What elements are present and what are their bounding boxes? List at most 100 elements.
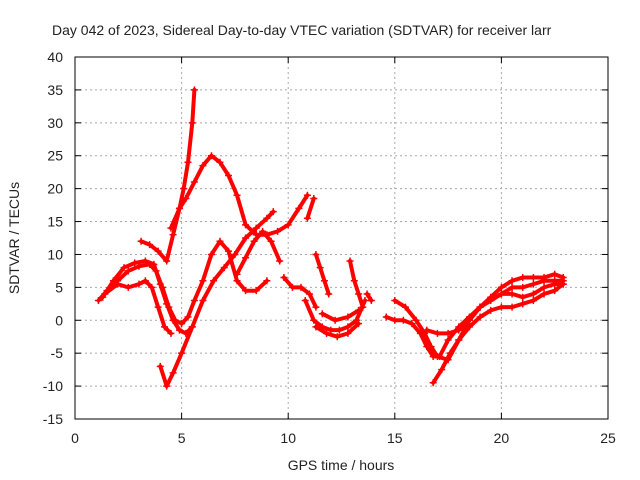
data-point [259,227,267,235]
data-point [350,277,358,285]
axis-ticks: 0 5 10 15 20 25 -15 -10 -5 0 5 10 15 20 25 30 35 40 [43,49,616,446]
data-point [242,234,250,242]
data-point [156,362,164,370]
data-point [175,326,183,334]
data-point [154,247,162,255]
data-point [306,290,314,298]
data-point [497,283,505,291]
data-point [101,290,109,298]
data-point [391,316,399,324]
data-point [169,316,177,324]
data-point [412,316,420,324]
data-point [438,366,446,374]
data-point [508,290,516,298]
data-point [519,273,527,281]
series-track-g [235,229,282,277]
data-point [263,214,271,222]
data-point [94,297,102,305]
data-point [423,326,431,334]
data-point [391,297,399,305]
data-point [109,277,117,285]
data-point [333,333,341,341]
data-point [444,329,452,337]
data-point [355,306,363,314]
series-track-f [168,153,310,237]
data-point [131,259,139,267]
y-tick-label: -5 [51,345,64,361]
data-point [284,221,292,229]
data-point [210,277,218,285]
data-point [188,119,196,127]
data-point [182,195,190,203]
data-point [135,280,143,288]
data-point [529,290,537,298]
data-point [344,313,352,321]
data-point [252,224,260,232]
data-point [316,264,324,272]
x-tick-label: 0 [71,430,79,446]
data-point [114,280,122,288]
data-point [180,185,188,193]
data-point [519,293,527,301]
data-point [303,214,311,222]
data-point [178,349,186,357]
data-point [154,303,162,311]
data-point [529,273,537,281]
data-point [327,326,335,334]
data-point [220,264,228,272]
data-point [190,297,198,305]
data-point [323,329,331,337]
series-track-n [348,259,365,310]
data-point [242,287,250,295]
y-tick-label: 40 [47,49,63,65]
y-axis-label: SDTVAR / TECUs [6,182,22,294]
data-point [137,237,145,245]
data-point [184,313,192,321]
data-point [267,237,275,245]
y-tick-label: 10 [47,246,63,262]
data-point [175,204,183,212]
y-tick-label: 35 [47,82,63,98]
data-point [325,290,333,298]
y-tick-label: 15 [47,214,63,230]
data-point [551,287,559,295]
data-point [331,316,339,324]
data-point [446,349,454,357]
data-point [199,162,207,170]
x-tick-label: 15 [387,430,403,446]
series-track-e [139,87,197,263]
x-tick-label: 5 [178,430,186,446]
data-point [455,326,463,334]
data-point [231,250,239,258]
data-point [184,158,192,166]
data-point [150,260,158,268]
x-axis-label: GPS time / hours [288,457,395,473]
data-point [433,329,441,337]
data-point [188,323,196,331]
data-point [120,264,128,272]
data-point [399,316,407,324]
data-point [433,352,441,360]
data-point [310,195,318,203]
data-point [252,287,260,295]
data-point [320,277,328,285]
data-point [207,250,215,258]
data-point [303,191,311,199]
data-point [465,323,473,331]
data-point [190,86,198,94]
data-point [529,280,537,288]
data-point [346,257,354,265]
data-point [497,290,505,298]
data-point [297,283,305,291]
data-point [519,300,527,308]
data-point [408,320,416,328]
data-point [207,152,215,160]
data-point [169,369,177,377]
data-point [190,178,198,186]
data-point [465,316,473,324]
chart-title: Day 042 of 2023, Sidereal Day-to-day VTE… [52,22,552,38]
data-point [274,227,282,235]
data-point [280,273,288,281]
data-point [233,191,241,199]
